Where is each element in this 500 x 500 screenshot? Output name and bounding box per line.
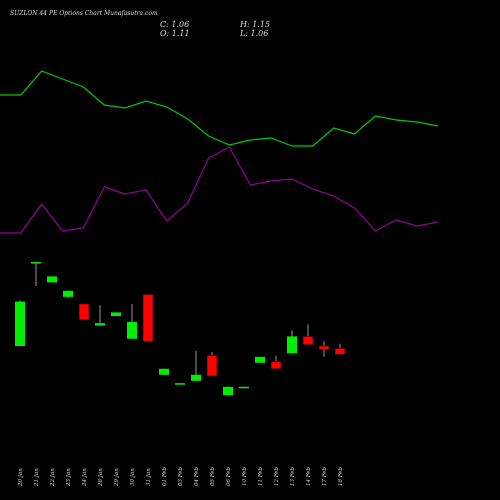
x-tick-label: 04 Feb [194, 466, 200, 486]
candle-body [63, 290, 73, 297]
x-tick-label: 03 Feb [178, 466, 184, 486]
ohlc-label: H: 1.15 [239, 20, 270, 29]
ohlc-label: C: 1.06 [160, 20, 189, 29]
candle-body [302, 336, 314, 346]
x-tick-label: 29 Jan [114, 468, 120, 487]
line-series [0, 70, 439, 147]
candle-body [287, 336, 297, 354]
candle-body [191, 374, 201, 381]
candle-body [270, 361, 282, 370]
chart-title: SUZLON 44 PE Options Chart Munafasutra.c… [10, 10, 158, 17]
x-tick-label: 17 Feb [322, 466, 328, 486]
x-tick-label: 12 Feb [274, 466, 280, 486]
candle-body [78, 303, 90, 320]
candle-body [142, 294, 154, 342]
candle-body [334, 348, 346, 355]
candle-body [111, 312, 121, 316]
x-tick-label: 23 Jan [66, 468, 72, 487]
ohlc-label: O: 1.11 [160, 29, 190, 38]
x-tick-label: 13 Feb [290, 466, 296, 486]
x-tick-label: 05 Feb [210, 466, 216, 486]
candle-body [31, 262, 41, 264]
x-tick-label: 14 Feb [306, 466, 312, 486]
line-series [0, 146, 439, 234]
candle-body [175, 383, 185, 385]
x-tick-label: 06 Feb [226, 466, 232, 486]
ohlc-label: L: 1.06 [239, 29, 268, 38]
candle-body [127, 322, 137, 339]
candle-body [15, 301, 25, 346]
candle-body [318, 345, 330, 350]
x-tick-label: 10 Feb [242, 466, 248, 486]
candle-body [239, 386, 249, 389]
candle-body [255, 356, 265, 363]
x-tick-label: 20 Jan [18, 468, 24, 487]
candle-body [47, 276, 57, 283]
x-tick-label: 22 Jan [50, 468, 56, 487]
x-tick-label: 21 Jan [34, 468, 40, 487]
x-tick-label: 18 Feb [338, 466, 344, 486]
x-tick-label: 28 Jan [98, 468, 104, 487]
x-tick-label: 11 Feb [258, 466, 264, 486]
candle-body [206, 355, 218, 377]
x-tick-label: 31 Jan [146, 468, 152, 486]
candle-body [159, 368, 169, 375]
x-tick-label: 30 Jan [130, 468, 136, 486]
candle-body [95, 323, 105, 326]
x-tick-label: 24 Jan [82, 468, 88, 487]
x-tick-label: 01 Feb [162, 466, 168, 486]
candle-body [223, 386, 233, 396]
